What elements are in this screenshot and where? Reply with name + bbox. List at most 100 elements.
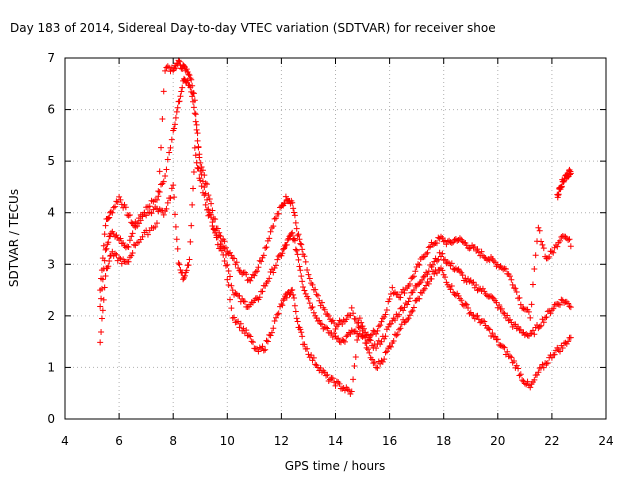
data-point	[107, 233, 114, 240]
data-point	[164, 199, 171, 206]
data-point	[535, 369, 542, 376]
data-point	[275, 310, 282, 317]
data-point	[258, 258, 265, 265]
data-point	[171, 125, 178, 132]
data-point	[191, 97, 198, 104]
y-tick-label: 7	[47, 51, 55, 65]
data-point	[378, 357, 385, 364]
data-point	[168, 136, 175, 143]
data-point	[437, 253, 444, 260]
data-point	[373, 364, 380, 371]
data-point	[555, 191, 562, 198]
data-point	[332, 325, 339, 332]
data-point	[528, 301, 535, 308]
data-point	[249, 271, 256, 278]
data-point	[128, 219, 135, 226]
data-point	[156, 168, 163, 175]
y-tick-label: 0	[47, 412, 55, 426]
data-point	[527, 384, 534, 391]
data-point	[486, 257, 493, 264]
data-point	[139, 213, 146, 220]
data-point	[292, 219, 299, 226]
data-point	[262, 346, 269, 353]
data-point	[110, 230, 117, 237]
data-point	[245, 332, 252, 339]
data-point	[540, 245, 547, 252]
data-point	[301, 253, 308, 260]
data-point	[412, 268, 419, 275]
data-point	[324, 311, 331, 318]
data-point	[448, 282, 455, 289]
data-point	[389, 284, 396, 291]
data-point	[185, 262, 192, 269]
data-point	[295, 231, 302, 238]
data-point	[297, 240, 304, 247]
data-point	[109, 209, 116, 216]
data-point	[559, 344, 566, 351]
data-point	[358, 319, 365, 326]
data-point	[489, 294, 496, 301]
x-tick-label: 14	[328, 434, 343, 448]
data-point	[333, 323, 340, 330]
y-tick-label: 2	[47, 309, 55, 323]
data-point	[98, 315, 105, 322]
data-point	[501, 344, 508, 351]
data-point	[254, 268, 261, 275]
data-point	[152, 223, 159, 230]
data-point	[310, 309, 317, 316]
data-point	[512, 285, 519, 292]
data-point	[504, 312, 511, 319]
y-tick-label: 1	[47, 360, 55, 374]
data-point	[298, 241, 305, 248]
data-point	[268, 329, 275, 336]
data-point	[282, 200, 289, 207]
data-point	[354, 330, 361, 337]
data-point	[174, 245, 181, 252]
data-point	[444, 238, 451, 245]
data-point	[405, 298, 412, 305]
data-point	[454, 237, 461, 244]
data-point	[304, 266, 311, 273]
data-point	[463, 301, 470, 308]
data-point	[351, 363, 358, 370]
data-point	[397, 294, 404, 301]
data-point	[566, 303, 573, 310]
data-point	[424, 271, 431, 278]
data-point	[98, 295, 105, 302]
data-point	[236, 324, 243, 331]
data-point	[366, 349, 373, 356]
data-point	[323, 372, 330, 379]
data-point	[359, 323, 366, 330]
data-point	[236, 292, 243, 299]
data-point	[181, 63, 188, 70]
data-point	[567, 334, 574, 341]
data-point	[112, 250, 119, 257]
data-point	[153, 205, 160, 212]
data-point	[156, 188, 163, 195]
data-point	[256, 344, 263, 351]
data-point	[229, 287, 236, 294]
data-point	[153, 196, 160, 203]
data-point	[318, 299, 325, 306]
data-point	[561, 299, 568, 306]
data-point	[314, 364, 321, 371]
data-point	[179, 84, 186, 91]
data-point	[567, 243, 574, 250]
data-point	[520, 329, 527, 336]
data-point	[260, 347, 267, 354]
data-point	[221, 258, 228, 265]
data-point	[267, 228, 274, 235]
x-tick-label: 24	[598, 434, 613, 448]
data-point	[501, 265, 508, 272]
data-point	[481, 254, 488, 261]
data-point	[262, 245, 269, 252]
data-point	[260, 252, 267, 259]
data-point	[454, 266, 461, 273]
data-point	[386, 321, 393, 328]
data-point	[176, 261, 183, 268]
data-point	[550, 249, 557, 256]
data-point	[428, 275, 435, 282]
data-point	[212, 216, 219, 223]
data-point	[546, 253, 553, 260]
data-point	[410, 286, 417, 293]
